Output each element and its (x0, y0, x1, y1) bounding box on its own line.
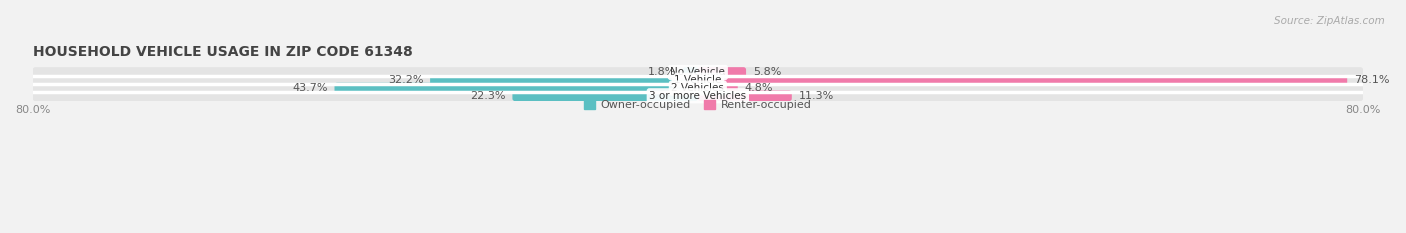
FancyBboxPatch shape (32, 67, 1362, 78)
Text: 5.8%: 5.8% (752, 68, 782, 77)
Text: 1 Vehicle: 1 Vehicle (673, 75, 721, 85)
FancyBboxPatch shape (697, 83, 738, 93)
Text: 22.3%: 22.3% (470, 91, 506, 101)
FancyBboxPatch shape (697, 67, 747, 78)
Text: No Vehicle: No Vehicle (671, 68, 725, 77)
FancyBboxPatch shape (32, 75, 1362, 86)
Text: 43.7%: 43.7% (292, 83, 328, 93)
Text: 3 or more Vehicles: 3 or more Vehicles (650, 91, 747, 101)
Text: HOUSEHOLD VEHICLE USAGE IN ZIP CODE 61348: HOUSEHOLD VEHICLE USAGE IN ZIP CODE 6134… (32, 45, 412, 59)
FancyBboxPatch shape (697, 90, 792, 101)
FancyBboxPatch shape (32, 83, 1362, 93)
FancyBboxPatch shape (32, 90, 1362, 101)
FancyBboxPatch shape (697, 75, 1347, 86)
Text: 11.3%: 11.3% (799, 91, 834, 101)
Text: 2 Vehicles: 2 Vehicles (672, 83, 724, 93)
Text: 78.1%: 78.1% (1354, 75, 1389, 85)
FancyBboxPatch shape (335, 83, 697, 93)
Text: 1.8%: 1.8% (648, 68, 676, 77)
Text: Source: ZipAtlas.com: Source: ZipAtlas.com (1274, 16, 1385, 26)
Legend: Owner-occupied, Renter-occupied: Owner-occupied, Renter-occupied (579, 95, 815, 115)
FancyBboxPatch shape (683, 67, 697, 78)
FancyBboxPatch shape (430, 75, 697, 86)
Text: 4.8%: 4.8% (744, 83, 773, 93)
Text: 32.2%: 32.2% (388, 75, 423, 85)
FancyBboxPatch shape (512, 90, 697, 101)
